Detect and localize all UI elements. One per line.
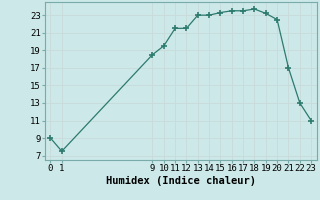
X-axis label: Humidex (Indice chaleur): Humidex (Indice chaleur) [106, 176, 256, 186]
